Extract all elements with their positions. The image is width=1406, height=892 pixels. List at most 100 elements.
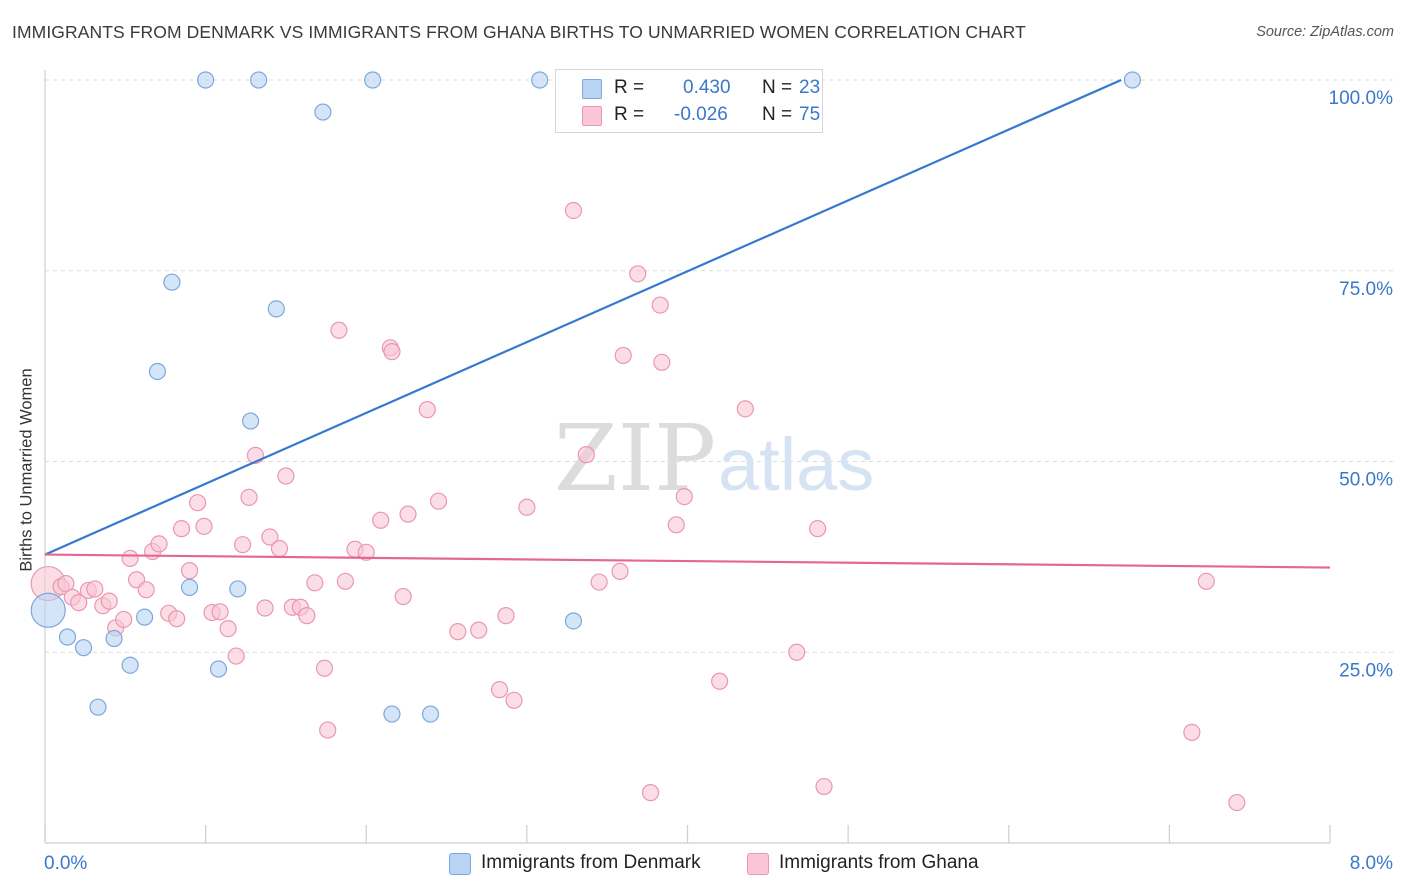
ghana-point	[1183, 723, 1201, 741]
denmark-point	[89, 698, 107, 716]
y-tick-label: 25.0%	[1339, 660, 1393, 681]
correlation-legend: R = 0.430 N = 23 R = -0.026 N = 75	[555, 69, 823, 133]
denmark-point	[242, 412, 260, 430]
denmark-point	[364, 71, 382, 89]
denmark-point	[267, 300, 285, 318]
denmark-point	[163, 273, 181, 291]
ghana-point	[100, 592, 118, 610]
ghana-point	[86, 580, 104, 598]
ghana-point	[614, 346, 632, 365]
ghana-point	[219, 619, 237, 638]
denmark-point	[180, 578, 199, 596]
bottom-legend-label-denmark: Immigrants from Denmark	[481, 852, 701, 873]
ghana-point	[357, 543, 375, 561]
legend-r-value-ghana: -0.026	[674, 104, 728, 125]
denmark-point	[421, 705, 440, 723]
ghana-point	[815, 777, 833, 796]
axes	[44, 70, 1331, 844]
ghana-point	[653, 353, 671, 371]
ghana-point	[736, 400, 754, 418]
denmark-points	[30, 71, 1142, 723]
ghana-point	[1228, 793, 1246, 812]
legend-swatch-denmark	[582, 79, 602, 99]
legend-n-value-denmark: 23	[799, 77, 821, 98]
ghana-point	[1197, 572, 1215, 590]
ghana-trend-line	[44, 553, 1331, 569]
ghana-point	[788, 643, 806, 661]
denmark-point	[229, 580, 247, 598]
denmark-point	[314, 103, 332, 121]
legend-n-label: N =	[762, 77, 793, 98]
y-tick-label: 50.0%	[1339, 470, 1393, 491]
denmark-trend-line	[44, 78, 1122, 556]
ghana-point	[675, 487, 693, 506]
ghana-point	[227, 647, 245, 665]
ghana-point	[270, 539, 289, 558]
denmark-point	[250, 71, 268, 89]
ghana-point	[330, 321, 348, 339]
denmark-point	[564, 612, 583, 630]
ghana-point	[577, 446, 595, 464]
ghana-point	[195, 517, 213, 535]
legend-swatch-ghana	[582, 106, 602, 126]
chart-title: IMMIGRANTS FROM DENMARK VS IMMIGRANTS FR…	[12, 22, 1026, 42]
denmark-point	[58, 628, 77, 646]
ghana-point	[115, 610, 133, 629]
ghana-point	[306, 574, 324, 592]
ghana-point	[298, 607, 316, 625]
ghana-point	[172, 520, 191, 538]
ghana-point	[470, 621, 488, 639]
ghana-point	[57, 574, 75, 593]
denmark-point	[1123, 71, 1142, 89]
source-label: Source: ZipAtlas.com	[1256, 24, 1394, 40]
ghana-point	[233, 536, 252, 554]
denmark-point	[30, 592, 66, 628]
ghana-point	[497, 607, 515, 625]
trend-lines	[44, 78, 1331, 569]
ghana-point	[168, 610, 186, 628]
ghana-point	[383, 343, 401, 361]
ghana-point	[256, 599, 274, 617]
ghana-point	[667, 516, 685, 534]
denmark-point	[105, 629, 123, 648]
watermark: ZIP atlas	[554, 405, 874, 512]
denmark-point	[74, 639, 93, 657]
ghana-point	[418, 401, 436, 419]
ghana-point	[315, 659, 334, 677]
denmark-point	[121, 656, 139, 674]
tick-labels: 25.0% 50.0% 75.0% 100.0% 0.0% 8.0%	[44, 88, 1393, 874]
denmark-point	[209, 660, 228, 678]
ghana-point	[629, 265, 647, 283]
ghana-point	[611, 562, 629, 580]
ghana-point	[261, 528, 279, 546]
bottom-legend-label-ghana: Immigrants from Ghana	[779, 852, 979, 873]
ghana-point	[490, 681, 509, 699]
ghana-point	[564, 201, 583, 220]
legend-r-label: R =	[614, 104, 645, 125]
x-tick-label: 0.0%	[44, 853, 87, 874]
ghana-point	[319, 721, 337, 739]
ghana-point	[505, 691, 523, 709]
bottom-legend-swatch-ghana	[747, 853, 769, 875]
ghana-point	[429, 492, 448, 510]
legend-r-label: R =	[614, 77, 645, 98]
ghana-point	[180, 562, 199, 580]
legend-r-value-denmark: 0.430	[683, 77, 731, 98]
ghana-point	[449, 623, 467, 641]
bottom-legend-swatch-denmark	[449, 853, 471, 875]
watermark-atlas: atlas	[718, 423, 874, 506]
ghana-point	[809, 520, 827, 538]
ghana-point	[641, 784, 660, 802]
ghana-point	[336, 572, 354, 590]
denmark-point	[135, 608, 154, 626]
legend-n-label: N =	[762, 104, 793, 125]
ghana-point	[211, 603, 229, 621]
ghana-point	[121, 549, 139, 568]
ghana-point	[372, 511, 390, 529]
ghana-point	[394, 587, 412, 606]
ghana-point	[711, 672, 729, 690]
ghana-point	[651, 296, 669, 314]
ghana-point	[277, 467, 295, 485]
y-tick-label: 100.0%	[1329, 88, 1394, 109]
